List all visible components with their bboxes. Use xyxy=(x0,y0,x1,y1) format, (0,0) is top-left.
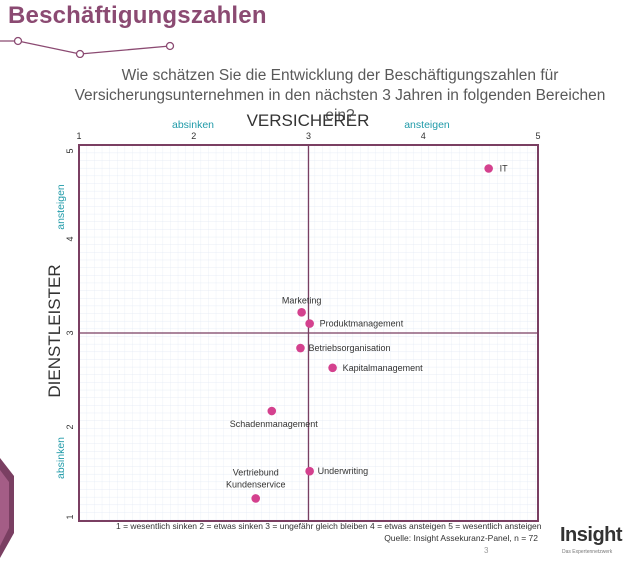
y-axis-title: DIENSTLEISTER xyxy=(45,264,64,397)
x-tick-label: 3 xyxy=(306,131,311,141)
y-tick-label: 3 xyxy=(65,330,75,335)
y-tick-label: 5 xyxy=(65,148,75,153)
data-points: IT Marketing Produktmanagement Betriebsorga… xyxy=(226,164,508,503)
insight-logo-subtitle: Das Expertennetzwerk xyxy=(562,549,613,555)
page-title: Beschäftigungszahlen xyxy=(8,2,267,29)
x-high-hint: ansteigen xyxy=(404,119,450,131)
x-axis-ticks: 1 2 3 4 5 xyxy=(76,131,540,141)
data-point xyxy=(267,406,277,416)
data-point-label: Kapitalmanagement xyxy=(343,363,424,373)
x-low-hint: absinken xyxy=(172,119,214,131)
insight-logo: Insight xyxy=(560,524,623,546)
data-point xyxy=(297,308,306,317)
data-point-label: Produktmanagement xyxy=(320,319,404,329)
data-point-label: Vertriebund Kundenservice xyxy=(226,467,286,489)
x-tick-label: 2 xyxy=(191,131,196,141)
x-tick-label: 5 xyxy=(535,131,540,141)
y-tick-label: 4 xyxy=(65,236,75,241)
data-point xyxy=(305,466,314,476)
data-point-label: IT xyxy=(500,164,509,174)
data-point xyxy=(296,343,305,353)
x-axis-title: VERSICHERER xyxy=(247,111,370,130)
plot-frame xyxy=(78,144,539,522)
data-point-label: Underwriting xyxy=(318,466,369,476)
question-line-1: Wie schätzen Sie die Entwicklung der Bes… xyxy=(121,67,559,84)
x-tick-label: 4 xyxy=(421,131,426,141)
source-note: Quelle: Insight Assekuranz-Panel, n = 72 xyxy=(384,533,538,543)
data-point xyxy=(484,164,493,173)
survey-question: Wie schätzen Sie die Entwicklung der Bes… xyxy=(60,66,620,126)
y-tick-label: 1 xyxy=(65,514,75,519)
data-point-label: Schadenmanagement xyxy=(230,419,319,429)
x-tick-label: 1 xyxy=(76,131,81,141)
quadrant-lines xyxy=(79,145,538,521)
scale-legend: 1 = wesentlich sinken 2 = etwas sinken 3… xyxy=(116,521,542,531)
y-low-hint: absinken xyxy=(55,437,67,479)
y-tick-label: 2 xyxy=(65,424,75,429)
y-axis-ticks: 1 2 3 4 5 xyxy=(65,148,75,519)
scatter-chart: 1 2 3 4 5 1 2 3 4 5 VERSICHERER absinken ansteig… xyxy=(45,111,541,522)
decorative-corner-shape xyxy=(0,458,14,558)
data-point xyxy=(305,319,314,328)
data-point-label: Marketing xyxy=(282,295,322,305)
question-line-2: Versicherungsunternehmen in den nächsten… xyxy=(74,87,606,124)
data-point xyxy=(328,363,337,373)
data-point xyxy=(251,494,261,503)
data-point-label: Betriebsorganisation xyxy=(308,343,390,353)
page-number: 3 xyxy=(484,546,489,555)
decorative-line xyxy=(0,36,175,58)
y-high-hint: ansteigen xyxy=(55,184,67,230)
